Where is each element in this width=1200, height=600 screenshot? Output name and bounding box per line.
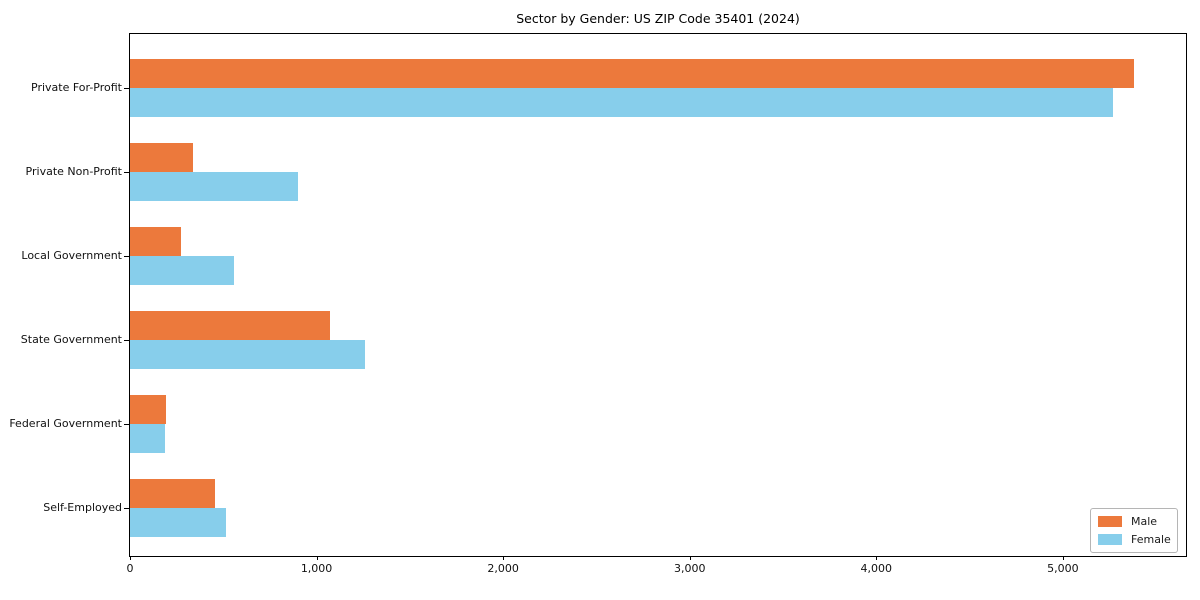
legend-item-female: Female — [1098, 533, 1177, 546]
x-axis-tick-label-1-000: 1,000 — [300, 562, 333, 575]
male-bar-private-for-profit — [130, 59, 1134, 88]
y-axis-tick — [124, 256, 129, 257]
x-axis-tick — [1062, 556, 1064, 560]
female-bar-local-government — [130, 256, 234, 285]
y-axis-tick — [124, 88, 129, 89]
female-bar-private-for-profit — [130, 88, 1113, 117]
x-axis-tick-label-3-000: 3,000 — [673, 562, 706, 575]
legend-swatch-male — [1098, 516, 1122, 527]
female-bar-state-government — [130, 340, 365, 369]
female-bar-self-employed — [130, 508, 226, 537]
male-bar-private-non-profit — [130, 143, 193, 172]
y-axis-category-label-federal-government: Federal Government — [9, 417, 122, 430]
male-bar-state-government — [130, 311, 330, 340]
male-bar-local-government — [130, 227, 181, 256]
x-axis-tick-label-5-000: 5,000 — [1047, 562, 1079, 575]
legend-item-male: Male — [1098, 515, 1177, 528]
male-bar-federal-government — [130, 395, 166, 424]
x-axis-tick — [316, 556, 318, 560]
x-axis-tick — [689, 556, 691, 560]
y-axis-tick — [124, 172, 129, 173]
y-axis-category-label-self-employed: Self-Employed — [43, 501, 122, 514]
x-axis-tick — [503, 556, 505, 560]
x-axis-tick-label-4-000: 4,000 — [860, 562, 893, 575]
x-axis-tick — [130, 556, 131, 560]
x-axis-tick-label-0: 0 — [126, 562, 134, 575]
y-axis-category-label-state-government: State Government — [20, 333, 122, 346]
y-axis-category-label-private-for-profit: Private For-Profit — [31, 81, 122, 94]
male-bar-self-employed — [130, 479, 216, 508]
chart-title: Sector by Gender: US ZIP Code 35401 (202… — [516, 11, 800, 26]
y-axis-tick — [124, 424, 129, 425]
legend-label-male: Male — [1131, 515, 1158, 528]
y-axis-category-label-private-non-profit: Private Non-Profit — [25, 165, 122, 178]
legend-label-female: Female — [1131, 533, 1171, 546]
x-axis-tick — [876, 556, 878, 560]
y-axis-tick — [124, 508, 129, 509]
x-axis-tick-label-2-000: 2,000 — [487, 562, 519, 575]
y-axis-category-label-local-government: Local Government — [21, 249, 122, 262]
legend: Male Female — [1090, 508, 1178, 553]
female-bar-private-non-profit — [130, 172, 298, 201]
female-bar-federal-government — [130, 424, 166, 453]
y-axis-tick — [124, 340, 129, 341]
legend-swatch-female — [1098, 534, 1122, 545]
plot-area — [124, 33, 1187, 560]
